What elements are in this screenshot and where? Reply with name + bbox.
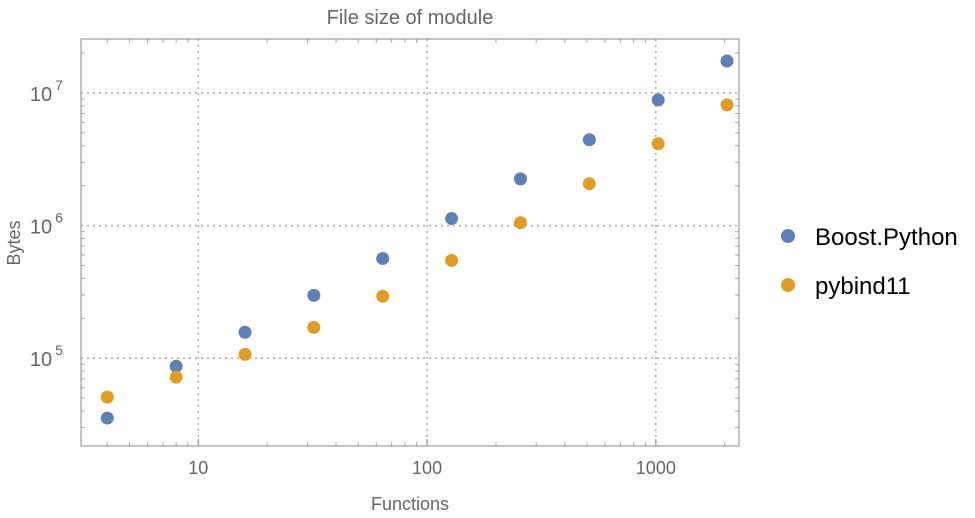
point-pybind11 <box>376 289 390 303</box>
point-pybind11 <box>100 390 114 404</box>
point-pybind11 <box>445 253 459 267</box>
point-boost-python <box>100 411 114 425</box>
legend: Boost.Python pybind11 <box>781 224 958 300</box>
point-boost-python <box>513 172 527 186</box>
point-pybind11 <box>651 137 665 151</box>
x-tick-label: 1000 <box>636 458 676 478</box>
y-tick-exponent: 5 <box>55 342 63 358</box>
point-pybind11 <box>238 347 252 361</box>
point-boost-python <box>445 212 459 226</box>
chart-title: File size of module <box>327 7 494 29</box>
legend-label-pybind11: pybind11 <box>815 273 911 300</box>
point-boost-python <box>238 325 252 339</box>
point-boost-python <box>582 133 596 147</box>
x-tick-label: 10 <box>188 458 208 478</box>
y-axis-label: Bytes <box>4 220 24 265</box>
grid <box>81 39 739 446</box>
point-boost-python <box>720 54 734 68</box>
y-tick-label: 10 <box>30 84 52 106</box>
x-tick-label: 100 <box>412 458 442 478</box>
plot-frame <box>80 38 740 447</box>
y-tick-exponent: 7 <box>55 77 63 93</box>
point-pybind11 <box>720 98 734 112</box>
data-points <box>100 54 734 425</box>
y-tick-label: 10 <box>30 349 52 371</box>
legend-label-boost-python: Boost.Python <box>815 224 958 251</box>
point-pybind11 <box>169 370 183 384</box>
legend-marker-boost-python <box>781 229 795 243</box>
point-pybind11 <box>307 320 321 334</box>
point-pybind11 <box>582 177 596 191</box>
point-pybind11 <box>513 216 527 230</box>
point-boost-python <box>307 288 321 302</box>
point-boost-python <box>376 251 390 265</box>
point-boost-python <box>169 359 183 373</box>
y-tick-label: 10 <box>30 217 52 239</box>
y-tick-exponent: 6 <box>55 210 63 226</box>
x-axis-label: Functions <box>371 494 449 513</box>
point-boost-python <box>651 93 665 107</box>
legend-marker-pybind11 <box>781 278 795 292</box>
